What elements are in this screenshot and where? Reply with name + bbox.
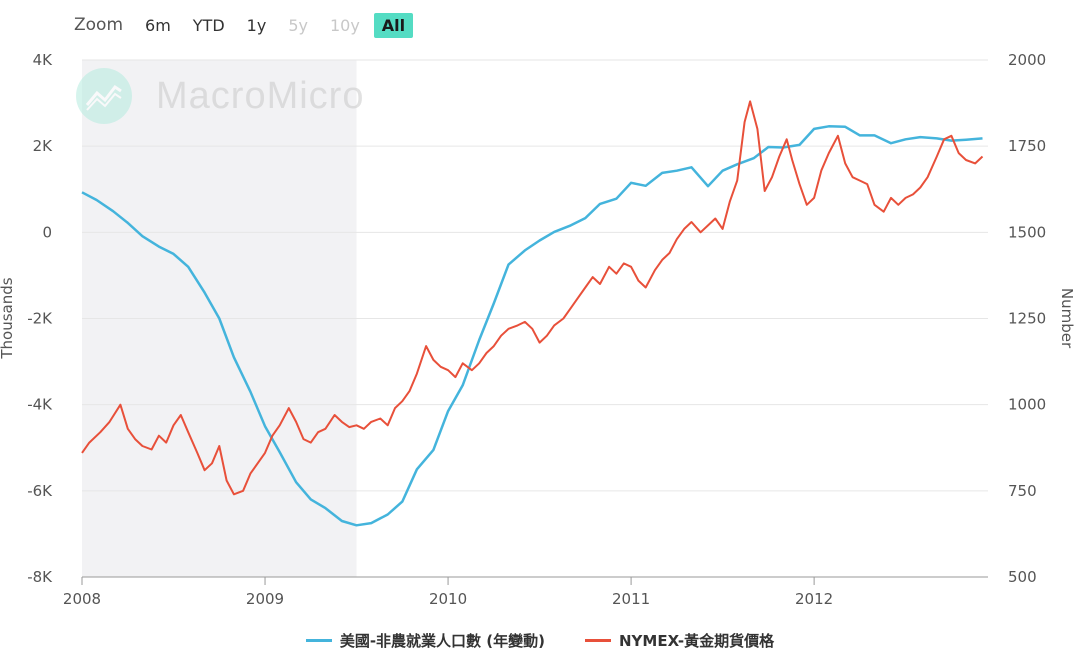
right-tick-label: 750 <box>1008 482 1037 500</box>
right-axis-title: Number <box>1058 288 1076 349</box>
watermark: MacroMicro <box>76 68 364 124</box>
left-tick-label: 2K <box>33 137 54 155</box>
right-tick-label: 1250 <box>1008 310 1046 328</box>
left-tick-label: -2K <box>27 310 53 328</box>
zoom-bar: Zoom 6m YTD 1y 5y 10y All <box>74 10 419 40</box>
left-axis-title: Thousands <box>0 277 16 359</box>
right-axis-ticks: 500 750 1000 1250 1500 1750 2000 <box>1008 51 1046 586</box>
right-tick-label: 2000 <box>1008 51 1046 69</box>
legend-label-nonfarm: 美國-非農就業人口數 (年變動) <box>339 632 545 650</box>
x-tick-label: 2012 <box>795 590 833 608</box>
legend-label-gold: NYMEX-黃金期貨價格 <box>619 632 775 650</box>
legend-item-nonfarm[interactable]: 美國-非農就業人口數 (年變動) <box>305 630 545 651</box>
x-tick-label: 2008 <box>63 590 101 608</box>
left-tick-label: -4K <box>27 396 53 414</box>
x-tick-label: 2011 <box>612 590 650 608</box>
gridlines <box>82 59 988 578</box>
series-line-nonfarm[interactable] <box>81 125 983 527</box>
right-tick-label: 1000 <box>1008 396 1046 414</box>
zoom-1y-button[interactable]: 1y <box>246 15 267 35</box>
zoom-6m-button[interactable]: 6m <box>145 15 171 35</box>
right-tick-label: 1750 <box>1008 137 1046 155</box>
right-tick-label: 1500 <box>1008 223 1046 241</box>
zoom-label: Zoom <box>74 15 124 35</box>
legend-swatch-nonfarm <box>305 639 332 642</box>
x-tick-label: 2010 <box>429 590 467 608</box>
left-tick-label: -8K <box>27 568 53 586</box>
x-axis-ticks: 2008 2009 2010 2011 2012 <box>63 577 833 608</box>
watermark-text: MacroMicro <box>156 74 365 117</box>
left-axis-ticks: -8K -6K -4K -2K 0 2K 4K <box>27 51 53 586</box>
left-tick-label: 4K <box>33 51 54 69</box>
left-tick-label: -6K <box>27 482 53 500</box>
zoom-ytd-button[interactable]: YTD <box>192 15 225 35</box>
legend-item-gold[interactable]: NYMEX-黃金期貨價格 <box>585 630 774 651</box>
zoom-5y-button[interactable]: 5y <box>288 15 308 35</box>
macromicro-logo-icon <box>76 68 132 124</box>
series-line-gold[interactable] <box>81 100 984 496</box>
right-tick-label: 500 <box>1008 568 1037 586</box>
x-tick-label: 2009 <box>246 590 284 608</box>
legend: 美國-非農就業人口數 (年變動) NYMEX-黃金期貨價格 <box>0 630 1080 651</box>
zoom-10y-button[interactable]: 10y <box>329 15 360 35</box>
legend-swatch-gold <box>585 639 611 642</box>
series-group <box>81 100 984 527</box>
zoom-all-button[interactable]: All <box>373 12 414 38</box>
left-tick-label: 0 <box>42 223 52 241</box>
